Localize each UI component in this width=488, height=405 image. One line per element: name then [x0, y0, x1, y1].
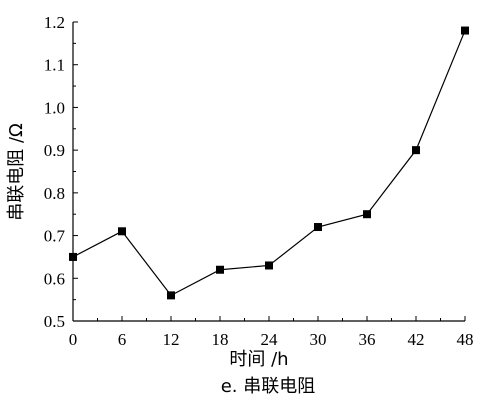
y-tick-label: 1.1 [44, 56, 65, 75]
x-tick-label: 36 [359, 330, 376, 349]
axes [72, 21, 466, 322]
x-tick-label: 24 [261, 330, 279, 349]
y-tick-label: 0.6 [44, 269, 65, 288]
data-point-marker [412, 146, 420, 155]
data-point-marker [314, 223, 322, 232]
chart-caption: e. 串联电阻 [221, 376, 316, 397]
data-point-marker [265, 261, 273, 270]
data-point-marker [363, 210, 371, 219]
tick-labels: 0 6 12 18 24 30 36 42 48 0.5 0.6 0.7 0.8 0.9 1.0 1.1 1.2 [44, 13, 474, 349]
data-point-marker [118, 227, 126, 236]
x-tick-label: 30 [310, 330, 327, 349]
x-tick-label: 18 [212, 330, 229, 349]
x-tick-label: 0 [69, 330, 78, 349]
data-point-marker [461, 26, 469, 35]
data-point-marker [216, 265, 224, 274]
y-tick-label: 0.9 [44, 141, 65, 160]
y-tick-label: 1.0 [44, 98, 65, 117]
x-tick-label: 6 [118, 330, 127, 349]
x-tick-label: 12 [163, 330, 180, 349]
series-marker-layer [69, 26, 469, 300]
y-axis-label: 串联电阻 /Ω [6, 123, 27, 221]
series-line [72, 30, 466, 297]
data-point-marker [167, 291, 175, 300]
x-tick-label: 48 [457, 330, 474, 349]
series-line-layer [72, 30, 466, 297]
x-axis-label: 时间 /h [229, 349, 288, 370]
y-tick-label: 0.8 [44, 184, 65, 203]
y-tick-label: 0.7 [44, 227, 66, 246]
y-tick-label: 1.2 [44, 13, 65, 32]
data-point-marker [69, 252, 77, 261]
x-tick-label: 42 [408, 330, 425, 349]
y-tick-label: 0.5 [44, 312, 65, 331]
